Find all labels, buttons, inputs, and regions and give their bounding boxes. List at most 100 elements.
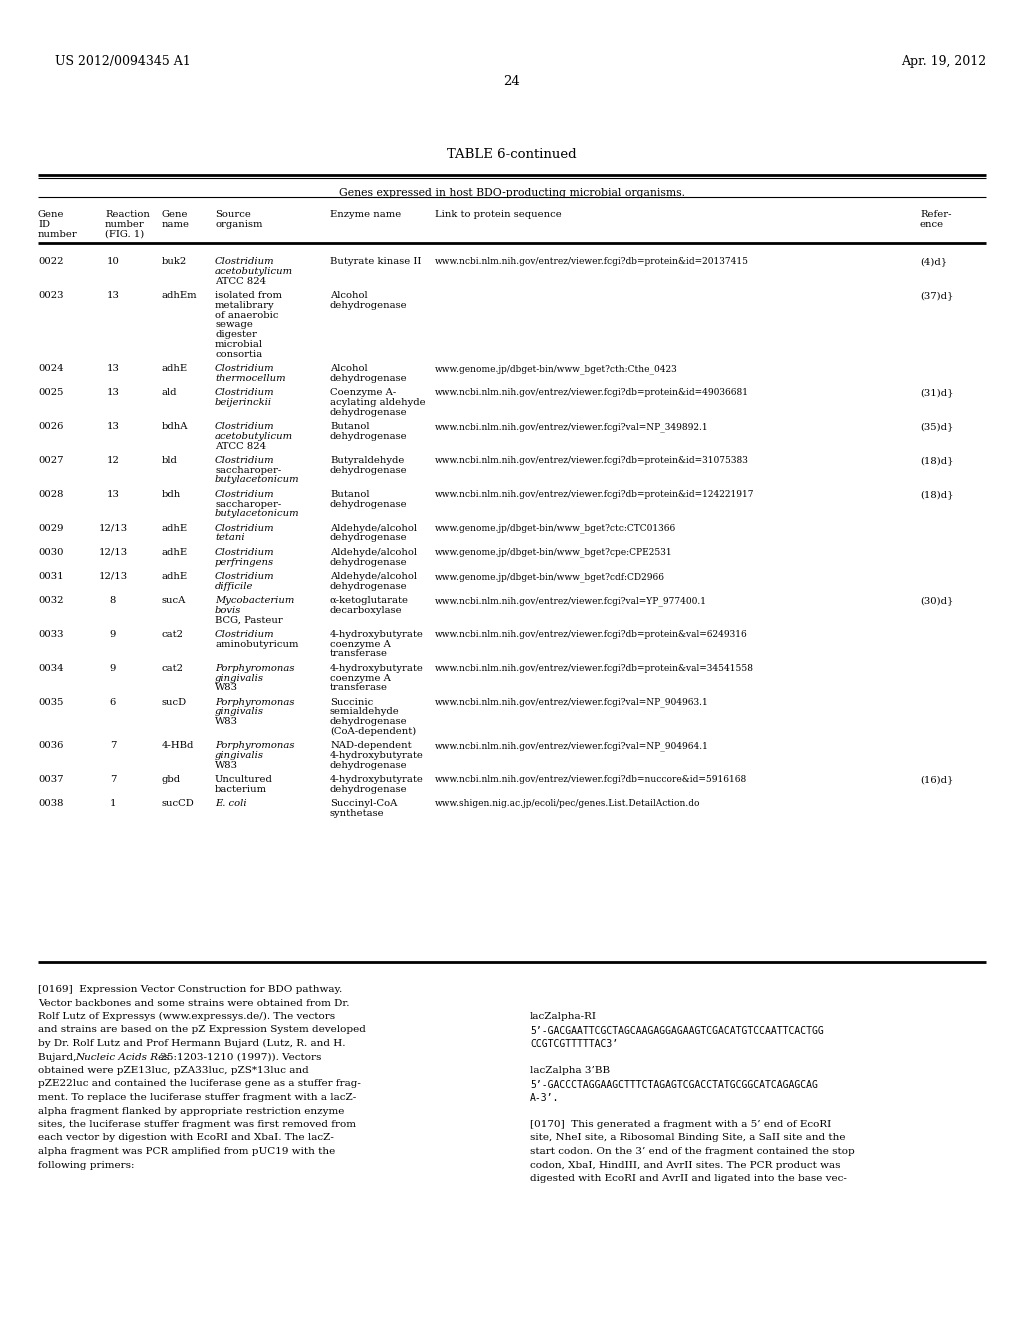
Text: beijerinckii: beijerinckii (215, 397, 272, 407)
Text: 0028: 0028 (38, 490, 63, 499)
Text: acylating aldehyde: acylating aldehyde (330, 397, 426, 407)
Text: www.ncbi.nlm.nih.gov/entrez/viewer.fcgi?db=protein&val=6249316: www.ncbi.nlm.nih.gov/entrez/viewer.fcgi?… (435, 630, 748, 639)
Text: 0023: 0023 (38, 290, 63, 300)
Text: (16)d}: (16)d} (920, 775, 953, 784)
Text: (FIG. 1): (FIG. 1) (105, 230, 144, 239)
Text: 0035: 0035 (38, 698, 63, 706)
Text: adhE: adhE (162, 524, 188, 533)
Text: each vector by digestion with EcoRI and XbaI. The lacZ-: each vector by digestion with EcoRI and … (38, 1134, 334, 1143)
Text: bld: bld (162, 455, 178, 465)
Text: thermocellum: thermocellum (215, 374, 286, 383)
Text: codon, XbaI, HindIII, and AvrII sites. The PCR product was: codon, XbaI, HindIII, and AvrII sites. T… (530, 1160, 841, 1170)
Text: 0025: 0025 (38, 388, 63, 397)
Text: Reaction: Reaction (105, 210, 150, 219)
Text: 13: 13 (106, 490, 120, 499)
Text: gingivalis: gingivalis (215, 673, 264, 682)
Text: 12/13: 12/13 (98, 548, 128, 557)
Text: 0022: 0022 (38, 257, 63, 267)
Text: dehydrogenase: dehydrogenase (330, 408, 408, 417)
Text: aminobutyricum: aminobutyricum (215, 640, 299, 648)
Text: (18)d}: (18)d} (920, 455, 953, 465)
Text: E. coli: E. coli (215, 800, 247, 808)
Text: 8: 8 (110, 597, 116, 605)
Text: ment. To replace the luciferase stuffer fragment with a lacZ-: ment. To replace the luciferase stuffer … (38, 1093, 356, 1102)
Text: coenzyme A: coenzyme A (330, 640, 391, 648)
Text: www.ncbi.nlm.nih.gov/entrez/viewer.fcgi?val=NP_349892.1: www.ncbi.nlm.nih.gov/entrez/viewer.fcgi?… (435, 422, 709, 432)
Text: adhE: adhE (162, 572, 188, 581)
Text: www.ncbi.nlm.nih.gov/entrez/viewer.fcgi?db=protein&id=124221917: www.ncbi.nlm.nih.gov/entrez/viewer.fcgi?… (435, 490, 755, 499)
Text: www.ncbi.nlm.nih.gov/entrez/viewer.fcgi?db=protein&id=20137415: www.ncbi.nlm.nih.gov/entrez/viewer.fcgi?… (435, 257, 749, 267)
Text: www.ncbi.nlm.nih.gov/entrez/viewer.fcgi?val=NP_904964.1: www.ncbi.nlm.nih.gov/entrez/viewer.fcgi?… (435, 742, 709, 751)
Text: Clostridium: Clostridium (215, 257, 274, 267)
Text: W83: W83 (215, 717, 238, 726)
Text: 0036: 0036 (38, 742, 63, 750)
Text: 13: 13 (106, 364, 120, 374)
Text: Clostridium: Clostridium (215, 490, 274, 499)
Text: decarboxylase: decarboxylase (330, 606, 402, 615)
Text: dehydrogenase: dehydrogenase (330, 301, 408, 310)
Text: ID: ID (38, 220, 50, 228)
Text: pZE22luc and contained the luciferase gene as a stuffer frag-: pZE22luc and contained the luciferase ge… (38, 1080, 360, 1089)
Text: dehydrogenase: dehydrogenase (330, 785, 408, 795)
Text: [0169]  Expression Vector Construction for BDO pathway.: [0169] Expression Vector Construction fo… (38, 985, 342, 994)
Text: 12/13: 12/13 (98, 572, 128, 581)
Text: CCGTCGTTTTTAC3’: CCGTCGTTTTTAC3’ (530, 1039, 618, 1049)
Text: Bujard,: Bujard, (38, 1052, 80, 1061)
Text: Clostridium: Clostridium (215, 630, 274, 639)
Text: acetobutylicum: acetobutylicum (215, 267, 293, 276)
Text: Coenzyme A-: Coenzyme A- (330, 388, 396, 397)
Text: 0037: 0037 (38, 775, 63, 784)
Text: 0038: 0038 (38, 800, 63, 808)
Text: (30)d}: (30)d} (920, 597, 953, 605)
Text: digester: digester (215, 330, 257, 339)
Text: Genes expressed in host BDO-producting microbial organisms.: Genes expressed in host BDO-producting m… (339, 187, 685, 198)
Text: sewage: sewage (215, 321, 253, 329)
Text: Succinic: Succinic (330, 698, 374, 706)
Text: by Dr. Rolf Lutz and Prof Hermann Bujard (Lutz, R. and H.: by Dr. Rolf Lutz and Prof Hermann Bujard… (38, 1039, 345, 1048)
Text: W83: W83 (215, 684, 238, 693)
Text: www.genome.jp/dbget-bin/www_bget?ctc:CTC01366: www.genome.jp/dbget-bin/www_bget?ctc:CTC… (435, 524, 676, 533)
Text: dehydrogenase: dehydrogenase (330, 374, 408, 383)
Text: 24: 24 (504, 75, 520, 88)
Text: of anaerobic: of anaerobic (215, 310, 279, 319)
Text: Aldehyde/alcohol: Aldehyde/alcohol (330, 572, 417, 581)
Text: alpha fragment flanked by appropriate restriction enzyme: alpha fragment flanked by appropriate re… (38, 1106, 344, 1115)
Text: www.ncbi.nlm.nih.gov/entrez/viewer.fcgi?db=protein&id=49036681: www.ncbi.nlm.nih.gov/entrez/viewer.fcgi?… (435, 388, 749, 397)
Text: dehydrogenase: dehydrogenase (330, 762, 408, 770)
Text: ald: ald (162, 388, 177, 397)
Text: 4-hydroxybutyrate: 4-hydroxybutyrate (330, 775, 424, 784)
Text: 1: 1 (110, 800, 117, 808)
Text: start codon. On the 3’ end of the fragment contained the stop: start codon. On the 3’ end of the fragme… (530, 1147, 855, 1156)
Text: name: name (162, 220, 190, 228)
Text: 7: 7 (110, 775, 116, 784)
Text: Alcohol: Alcohol (330, 290, 368, 300)
Text: Clostridium: Clostridium (215, 388, 274, 397)
Text: Clostridium: Clostridium (215, 422, 274, 432)
Text: site, NheI site, a Ribosomal Binding Site, a SaII site and the: site, NheI site, a Ribosomal Binding Sit… (530, 1134, 846, 1143)
Text: α-ketoglutarate: α-ketoglutarate (330, 597, 409, 605)
Text: dehydrogenase: dehydrogenase (330, 432, 408, 441)
Text: ence: ence (920, 220, 944, 228)
Text: difficile: difficile (215, 582, 253, 590)
Text: (31)d}: (31)d} (920, 388, 953, 397)
Text: dehydrogenase: dehydrogenase (330, 533, 408, 543)
Text: Nucleic Acids Res: Nucleic Acids Res (75, 1052, 170, 1061)
Text: dehydrogenase: dehydrogenase (330, 499, 408, 508)
Text: number: number (38, 230, 78, 239)
Text: 13: 13 (106, 422, 120, 432)
Text: Clostridium: Clostridium (215, 572, 274, 581)
Text: dehydrogenase: dehydrogenase (330, 466, 408, 475)
Text: Vector backbones and some strains were obtained from Dr.: Vector backbones and some strains were o… (38, 998, 349, 1007)
Text: 13: 13 (106, 388, 120, 397)
Text: tetani: tetani (215, 533, 245, 543)
Text: 0027: 0027 (38, 455, 63, 465)
Text: 4-hydroxybutyrate: 4-hydroxybutyrate (330, 751, 424, 760)
Text: butylacetonicum: butylacetonicum (215, 510, 300, 519)
Text: www.ncbi.nlm.nih.gov/entrez/viewer.fcgi?db=protein&id=31075383: www.ncbi.nlm.nih.gov/entrez/viewer.fcgi?… (435, 455, 749, 465)
Text: 7: 7 (110, 742, 116, 750)
Text: Clostridium: Clostridium (215, 455, 274, 465)
Text: Mycobacterium: Mycobacterium (215, 597, 294, 605)
Text: www.ncbi.nlm.nih.gov/entrez/viewer.fcgi?db=protein&val=34541558: www.ncbi.nlm.nih.gov/entrez/viewer.fcgi?… (435, 664, 754, 673)
Text: Aldehyde/alcohol: Aldehyde/alcohol (330, 548, 417, 557)
Text: ATCC 824: ATCC 824 (215, 442, 266, 450)
